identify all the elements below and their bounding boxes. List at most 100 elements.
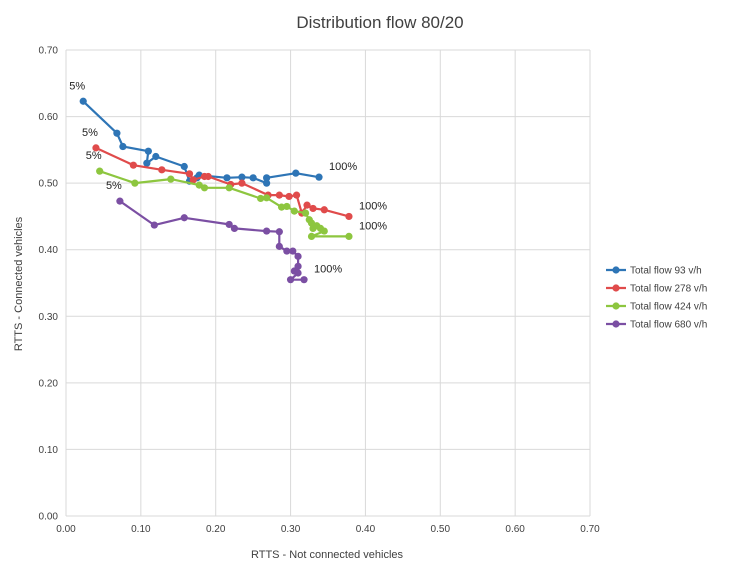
data-point (294, 269, 302, 277)
data-point (200, 184, 209, 192)
point-annotation: 100% (329, 161, 357, 173)
data-point (225, 184, 233, 192)
point-annotation: 100% (314, 264, 342, 276)
data-point (167, 175, 175, 183)
data-point (238, 179, 246, 187)
data-point (283, 247, 291, 255)
data-point (257, 194, 265, 203)
y-axis-title: RTTS - Connected vehicles (13, 216, 25, 351)
data-point (143, 159, 151, 167)
tick-labels: 0.00 0.10 0.20 0.30 0.40 0.50 0.60 0.70 0.00 0.10… (39, 46, 601, 536)
legend-marker (612, 266, 620, 274)
data-point (230, 224, 239, 233)
data-point (131, 179, 139, 187)
data-point (275, 228, 283, 236)
legend-item: Total flow 680 v/h (606, 320, 707, 331)
data-point (185, 170, 194, 178)
data-point (283, 202, 291, 211)
x-axis-title: RTTS - Not connected vehicles (251, 549, 404, 561)
y-tick-label: 0.00 (39, 512, 59, 523)
data-point (150, 221, 158, 229)
y-tick-label: 0.20 (39, 378, 59, 389)
data-point (285, 192, 293, 201)
point-annotation: 5% (86, 150, 102, 162)
legend-marker (612, 320, 620, 328)
data-point (303, 201, 311, 209)
data-point (263, 194, 271, 202)
data-point (223, 174, 231, 182)
data-point (300, 276, 308, 284)
data-point (301, 209, 310, 217)
data-point (119, 142, 127, 151)
data-point (79, 97, 87, 105)
point-annotations: 5% 5% 5% 5% 100% 100% 100% 100% (69, 80, 387, 275)
x-tick-label: 0.40 (356, 524, 376, 535)
data-series (79, 97, 353, 284)
y-tick-label: 0.60 (39, 112, 59, 123)
data-point (225, 220, 233, 229)
data-point (113, 129, 121, 137)
legend: Total flow 93 v/h Total flow 278 v/h Total… (606, 266, 707, 331)
point-annotation: 5% (69, 80, 85, 92)
data-point (249, 174, 257, 182)
data-point (204, 172, 212, 181)
data-point (92, 144, 100, 152)
x-tick-label: 0.50 (431, 524, 451, 535)
legend-label: Total flow 93 v/h (630, 266, 702, 277)
data-point (307, 232, 316, 240)
data-point (263, 179, 271, 187)
data-point (263, 174, 271, 182)
data-point (315, 173, 323, 181)
data-point (286, 276, 295, 284)
x-tick-label: 0.10 (131, 524, 151, 535)
legend-item: Total flow 424 v/h (606, 302, 707, 313)
legend-item: Total flow 93 v/h (606, 266, 702, 277)
data-point (275, 242, 283, 250)
data-point (320, 227, 328, 235)
x-tick-label: 0.00 (56, 524, 76, 535)
data-point (96, 167, 104, 175)
data-point (345, 212, 353, 221)
data-point (294, 252, 302, 260)
data-point (292, 191, 301, 199)
legend-item: Total flow 278 v/h (606, 284, 707, 295)
y-tick-label: 0.70 (39, 46, 59, 57)
point-annotation: 5% (106, 180, 122, 192)
data-point (116, 197, 124, 205)
x-tick-label: 0.20 (206, 524, 226, 535)
data-point (289, 247, 297, 255)
y-tick-label: 0.40 (39, 245, 59, 256)
data-point (152, 152, 160, 161)
series-4 (116, 197, 308, 284)
chart-title: Distribution flow 80/20 (296, 13, 463, 32)
data-point (238, 173, 246, 181)
y-tick-label: 0.10 (39, 445, 59, 456)
y-tick-label: 0.50 (39, 179, 59, 190)
data-point (158, 166, 166, 174)
data-point (345, 232, 353, 240)
data-point (180, 162, 188, 171)
data-point (180, 214, 188, 222)
data-point (292, 169, 300, 177)
data-point (144, 147, 152, 155)
data-point (189, 176, 197, 184)
series-3 (96, 167, 353, 240)
gridlines (65, 49, 591, 517)
data-point (290, 207, 298, 215)
point-annotation: 5% (82, 127, 98, 139)
data-point (309, 204, 317, 213)
y-tick-label: 0.30 (39, 312, 59, 323)
data-point (320, 206, 328, 214)
legend-marker (612, 284, 620, 292)
x-tick-label: 0.60 (505, 524, 525, 535)
point-annotation: 100% (359, 200, 387, 212)
legend-marker (612, 302, 620, 310)
point-annotation: 100% (359, 220, 387, 232)
data-point (263, 227, 271, 235)
data-point (277, 203, 286, 211)
x-tick-label: 0.70 (580, 524, 600, 535)
legend-label: Total flow 278 v/h (630, 284, 707, 295)
x-tick-label: 0.30 (281, 524, 301, 535)
